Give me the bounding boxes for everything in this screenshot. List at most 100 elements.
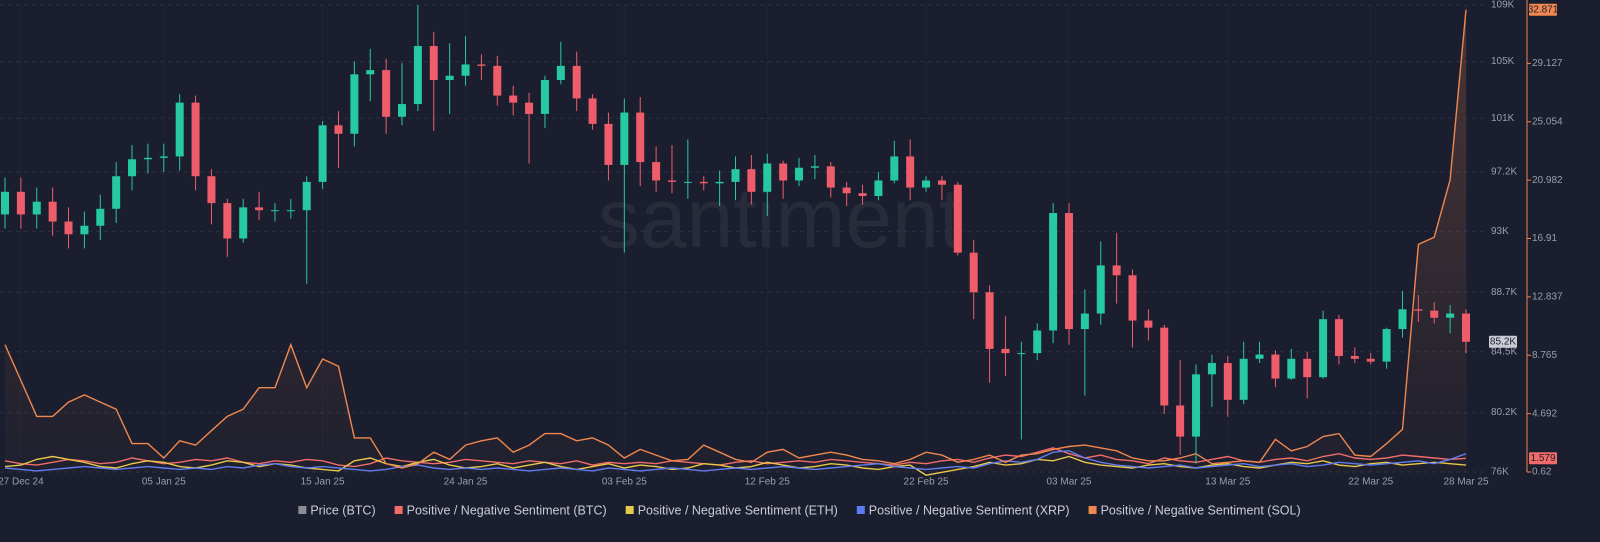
candle-body bbox=[382, 70, 391, 117]
y2-tick-label: 29.127 bbox=[1532, 58, 1563, 69]
candle-body bbox=[239, 207, 248, 239]
y2-tick-label: 0.62 bbox=[1532, 467, 1552, 478]
candle-body bbox=[604, 123, 613, 165]
y-tick-label: 88.7K bbox=[1491, 287, 1517, 298]
candle-body bbox=[509, 95, 518, 103]
candle-body bbox=[175, 102, 184, 157]
candle-body bbox=[1334, 319, 1343, 356]
legend-label: Positive / Negative Sentiment (XRP) bbox=[869, 503, 1070, 517]
candle-body bbox=[1128, 275, 1137, 321]
candle-body bbox=[286, 210, 295, 212]
candle-body bbox=[763, 163, 772, 192]
btc-value-label: 1.579 bbox=[1530, 453, 1555, 464]
candle-body bbox=[398, 104, 407, 117]
candle-body bbox=[540, 80, 549, 114]
x-tick-label: 24 Jan 25 bbox=[444, 477, 488, 488]
x-tick-label: 28 Mar 25 bbox=[1443, 477, 1488, 488]
y2-tick-label: 20.982 bbox=[1532, 175, 1563, 186]
candle-body bbox=[699, 181, 708, 184]
candle-body bbox=[80, 225, 89, 235]
candle-body bbox=[1303, 358, 1312, 378]
candle-body bbox=[731, 169, 740, 182]
candle-body bbox=[858, 193, 867, 197]
candle-body bbox=[223, 203, 232, 239]
candle-body bbox=[334, 125, 343, 134]
x-tick-label: 22 Mar 25 bbox=[1348, 477, 1393, 488]
candle-body bbox=[143, 157, 152, 160]
candle-body bbox=[779, 163, 788, 181]
btc-value-label-box bbox=[1529, 452, 1557, 465]
candle-body bbox=[937, 180, 946, 185]
y2-tick-label: 25.054 bbox=[1532, 116, 1563, 127]
candle-body bbox=[96, 208, 105, 226]
legend-label: Price (BTC) bbox=[310, 503, 375, 517]
legend-swatch bbox=[394, 506, 403, 514]
x-tick-label: 05 Jan 25 bbox=[142, 477, 186, 488]
candle-body bbox=[969, 252, 978, 293]
y2-tick-label: 16.91 bbox=[1532, 233, 1557, 244]
candle-body bbox=[1080, 313, 1089, 330]
candle-body bbox=[1350, 355, 1359, 359]
candle-body bbox=[826, 166, 835, 188]
candle-body bbox=[128, 159, 137, 177]
candle-body bbox=[906, 156, 915, 188]
y-tick-label: 97.2K bbox=[1491, 167, 1517, 178]
candle-body bbox=[318, 125, 327, 182]
candle-body bbox=[1049, 213, 1058, 331]
candle-body bbox=[255, 207, 264, 211]
candle-body bbox=[429, 46, 438, 81]
candle-body bbox=[1001, 348, 1010, 354]
candle-body bbox=[302, 181, 311, 211]
candle-body bbox=[1033, 330, 1042, 354]
candle-body bbox=[270, 210, 279, 212]
candle-body bbox=[413, 46, 422, 105]
y-tick-label: 93K bbox=[1491, 226, 1509, 237]
candle-body bbox=[493, 65, 502, 96]
y-tick-label: 101K bbox=[1491, 113, 1515, 124]
y-tick-label: 80.2K bbox=[1491, 407, 1517, 418]
candle-body bbox=[1223, 363, 1232, 400]
candle-body bbox=[652, 162, 661, 181]
x-tick-label: 27 Dec 24 bbox=[0, 477, 44, 488]
y-tick-label: 109K bbox=[1491, 0, 1515, 11]
candle-body bbox=[1382, 329, 1391, 362]
y-tick-label: 84.5K bbox=[1491, 346, 1517, 357]
sol-value-label-box bbox=[1529, 3, 1557, 16]
candle-body bbox=[747, 169, 756, 192]
candle-body bbox=[795, 167, 804, 181]
watermark: santiment bbox=[598, 171, 962, 265]
sol-value-label: 32.871 bbox=[1528, 4, 1559, 15]
price-value-label: 85.2K bbox=[1490, 336, 1516, 347]
candle-body bbox=[525, 102, 534, 114]
candle-body bbox=[1398, 309, 1407, 330]
candle-body bbox=[1192, 374, 1201, 437]
x-tick-label: 15 Jan 25 bbox=[301, 477, 345, 488]
candle-body bbox=[620, 112, 629, 165]
candle-body bbox=[477, 64, 486, 66]
y-tick-label: 105K bbox=[1491, 56, 1515, 67]
candle-body bbox=[32, 201, 41, 215]
candle-body bbox=[159, 156, 168, 158]
candle-body bbox=[985, 292, 994, 349]
legend-swatch bbox=[1088, 506, 1097, 514]
candle-body bbox=[1430, 310, 1439, 318]
candle-body bbox=[683, 181, 692, 183]
candle-body bbox=[1112, 265, 1121, 276]
legend-swatch bbox=[298, 506, 307, 514]
legend-label: Positive / Negative Sentiment (ETH) bbox=[638, 503, 838, 517]
candle-body bbox=[572, 65, 581, 99]
candle-body bbox=[874, 180, 883, 197]
candle-body bbox=[1207, 363, 1216, 375]
candle-body bbox=[890, 156, 899, 181]
candle-body bbox=[1446, 313, 1455, 318]
candle-body bbox=[48, 201, 57, 222]
candle-body bbox=[636, 112, 645, 163]
candle-body bbox=[1017, 353, 1026, 355]
candle-body bbox=[842, 187, 851, 194]
candle-body bbox=[1096, 265, 1105, 314]
candle-body bbox=[1255, 354, 1264, 359]
y2-tick-label: 8.765 bbox=[1532, 350, 1557, 361]
candle-body bbox=[953, 184, 962, 253]
candle-body bbox=[1, 191, 9, 215]
series-line bbox=[4, 9, 1467, 469]
